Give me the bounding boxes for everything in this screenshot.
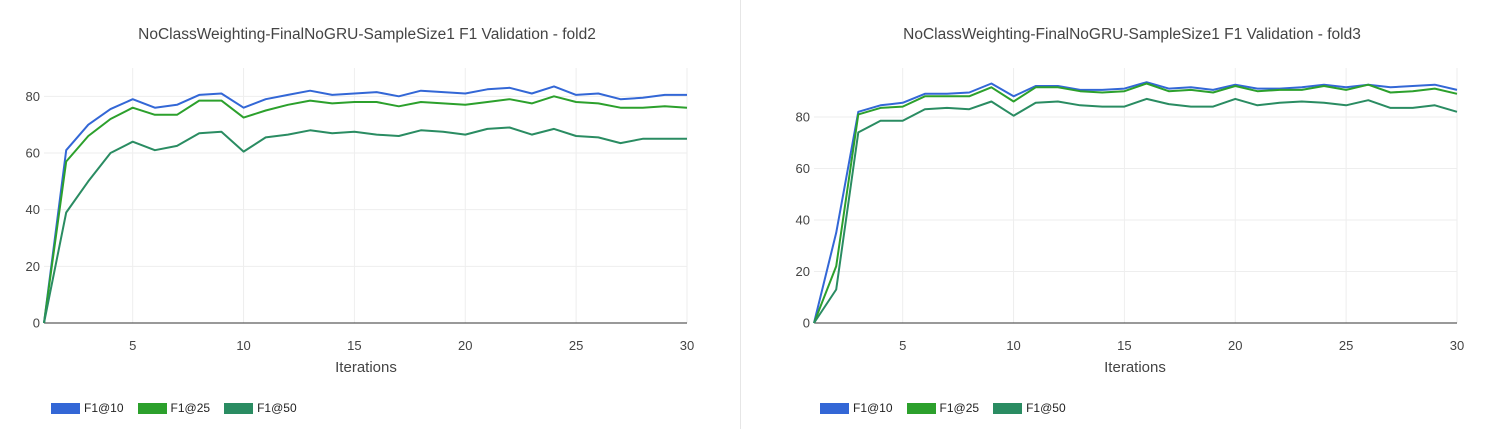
y-tick-label: 20 (796, 264, 810, 279)
legend-label: F1@10 (84, 401, 124, 415)
legend-item-f1-10[interactable]: F1@10 (820, 401, 893, 415)
plot-area[interactable]: 0 20 40 60 80 5 10 15 20 25 30 (796, 68, 1465, 353)
plot-area[interactable]: 0 20 40 60 80 5 10 15 20 25 30 (26, 68, 695, 353)
legend-swatch-f1-25 (137, 402, 167, 414)
x-tick-label: 5 (899, 338, 906, 353)
x-axis-label: Iterations (335, 359, 397, 376)
legend-item-f1-25[interactable]: F1@25 (137, 401, 211, 415)
chart-panel-fold2: NoClassWeighting-FinalNoGRU-SampleSize1 … (0, 0, 740, 429)
legend-item-f1-50[interactable]: F1@50 (993, 401, 1066, 415)
legend-swatch-f1-50 (224, 402, 254, 414)
legend-item-f1-10[interactable]: F1@10 (51, 401, 124, 415)
x-tick-label: 25 (569, 338, 583, 353)
series-line-f1-10[interactable] (813, 81, 1458, 324)
legend-swatch-f1-25 (906, 402, 936, 414)
panel-divider (740, 0, 741, 429)
series-line-f1-50[interactable] (43, 126, 687, 324)
y-tick-label: 40 (796, 212, 810, 227)
x-tick-label: 30 (1450, 338, 1464, 353)
legend-item-f1-25[interactable]: F1@25 (906, 401, 980, 415)
legend: F1@10 F1@25 F1@50 (51, 400, 311, 416)
y-tick-label: 20 (26, 259, 40, 274)
x-tick-label: 10 (236, 338, 250, 353)
series-line-f1-25[interactable] (43, 95, 688, 324)
chart-title: NoClassWeighting-FinalNoGRU-SampleSize1 … (903, 26, 1361, 43)
legend-item-f1-50[interactable]: F1@50 (224, 401, 297, 415)
chart-fold3: NoClassWeighting-FinalNoGRU-SampleSize1 … (796, 26, 1465, 376)
x-tick-label: 20 (458, 338, 472, 353)
series-line-f1-50[interactable] (813, 97, 1458, 324)
chart-panel-fold3: NoClassWeighting-FinalNoGRU-SampleSize1 … (742, 0, 1506, 429)
x-tick-label: 25 (1339, 338, 1353, 353)
chart-title: NoClassWeighting-FinalNoGRU-SampleSize1 … (138, 26, 596, 43)
legend-swatch-f1-10 (820, 402, 849, 414)
legend-label: F1@50 (257, 401, 297, 415)
y-tick-label: 0 (33, 316, 40, 331)
y-tick-label: 40 (26, 202, 40, 217)
y-tick-label: 0 (803, 316, 810, 331)
x-tick-label: 20 (1228, 338, 1242, 353)
legend-label: F1@10 (853, 401, 893, 415)
x-tick-label: 10 (1006, 338, 1020, 353)
series-line-f1-10[interactable] (43, 85, 687, 324)
legend: F1@10 F1@25 F1@50 (820, 400, 1080, 416)
chart-fold2: NoClassWeighting-FinalNoGRU-SampleSize1 … (26, 26, 695, 376)
legend-label: F1@25 (939, 401, 980, 415)
legend-label: F1@25 (170, 401, 211, 415)
y-tick-label: 60 (796, 161, 810, 176)
legend-swatch-f1-10 (51, 402, 80, 414)
legend-label: F1@50 (1026, 401, 1066, 415)
x-tick-label: 30 (680, 338, 694, 353)
y-tick-label: 60 (26, 146, 40, 161)
x-axis-label: Iterations (1104, 359, 1166, 376)
y-tick-label: 80 (796, 109, 810, 124)
x-tick-label: 5 (129, 338, 136, 353)
legend-swatch-f1-50 (993, 402, 1023, 414)
series-line-f1-25[interactable] (813, 82, 1458, 324)
x-tick-label: 15 (1117, 338, 1131, 353)
x-tick-label: 15 (347, 338, 361, 353)
y-tick-label: 80 (26, 89, 40, 104)
